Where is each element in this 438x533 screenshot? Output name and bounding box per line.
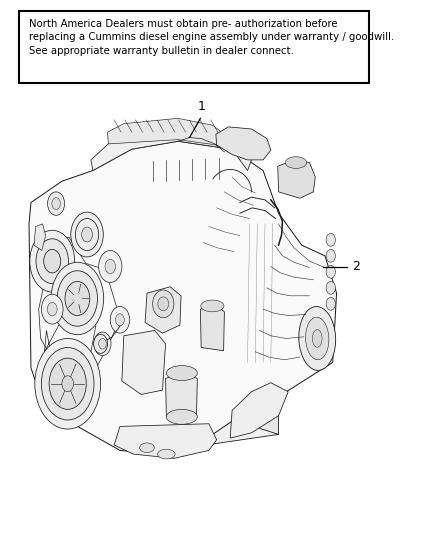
- Polygon shape: [29, 141, 336, 456]
- Ellipse shape: [140, 443, 154, 453]
- Text: 2: 2: [352, 260, 360, 273]
- FancyBboxPatch shape: [19, 11, 370, 83]
- Ellipse shape: [158, 449, 175, 459]
- Polygon shape: [60, 394, 279, 454]
- Circle shape: [99, 251, 122, 282]
- Circle shape: [44, 249, 61, 273]
- Circle shape: [116, 314, 124, 326]
- Circle shape: [94, 332, 111, 356]
- Polygon shape: [201, 305, 224, 351]
- Ellipse shape: [158, 297, 169, 311]
- Circle shape: [105, 260, 116, 274]
- Circle shape: [42, 294, 63, 324]
- Circle shape: [36, 239, 68, 284]
- Polygon shape: [145, 287, 181, 333]
- Ellipse shape: [166, 409, 197, 424]
- Ellipse shape: [285, 157, 307, 168]
- Circle shape: [110, 306, 130, 333]
- Circle shape: [51, 262, 104, 335]
- Circle shape: [94, 334, 108, 353]
- Circle shape: [75, 219, 99, 251]
- Circle shape: [326, 297, 336, 310]
- Circle shape: [326, 233, 336, 246]
- Circle shape: [326, 281, 336, 294]
- Circle shape: [99, 338, 106, 349]
- Circle shape: [62, 376, 74, 392]
- Ellipse shape: [152, 290, 174, 318]
- Circle shape: [71, 212, 103, 257]
- Polygon shape: [91, 128, 251, 171]
- Ellipse shape: [312, 329, 322, 348]
- Ellipse shape: [299, 306, 336, 370]
- Polygon shape: [230, 383, 288, 438]
- Polygon shape: [122, 330, 166, 394]
- Polygon shape: [278, 160, 315, 198]
- Circle shape: [48, 192, 65, 215]
- Circle shape: [49, 358, 86, 409]
- Circle shape: [42, 348, 94, 420]
- Ellipse shape: [201, 300, 224, 312]
- Circle shape: [65, 281, 90, 316]
- Polygon shape: [166, 373, 197, 417]
- Circle shape: [57, 271, 98, 326]
- Polygon shape: [162, 256, 279, 434]
- Circle shape: [47, 302, 57, 316]
- Circle shape: [326, 265, 336, 278]
- Polygon shape: [216, 127, 271, 160]
- Circle shape: [326, 249, 336, 262]
- Text: 1: 1: [197, 100, 205, 113]
- Ellipse shape: [306, 317, 329, 360]
- Polygon shape: [114, 424, 217, 458]
- Polygon shape: [34, 224, 46, 251]
- Ellipse shape: [166, 366, 197, 381]
- Circle shape: [35, 338, 101, 429]
- Circle shape: [30, 230, 74, 292]
- Polygon shape: [35, 357, 162, 454]
- Circle shape: [81, 227, 92, 242]
- Text: North America Dealers must obtain pre- authorization before
replacing a Cummins : North America Dealers must obtain pre- a…: [29, 19, 394, 56]
- Polygon shape: [108, 118, 224, 145]
- Circle shape: [52, 198, 60, 209]
